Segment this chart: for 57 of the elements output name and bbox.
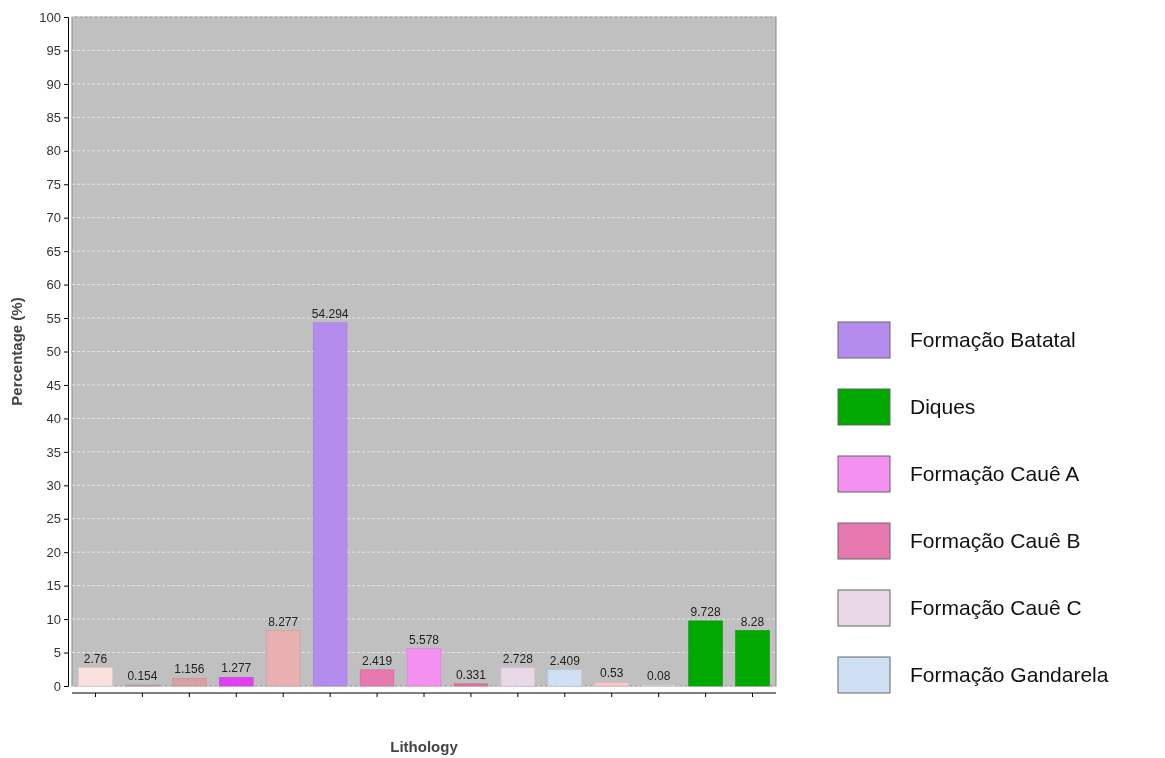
y-tick-label: 30 — [46, 477, 61, 493]
y-tick-label: 45 — [46, 377, 61, 393]
bar — [547, 669, 582, 687]
data-label: 2.409 — [549, 653, 581, 668]
y-tick-label: 5 — [53, 645, 61, 661]
data-label: 54.294 — [311, 306, 349, 321]
y-tick-label: 80 — [46, 143, 61, 159]
bar — [594, 682, 629, 687]
bar — [735, 630, 770, 687]
y-tick-label: 95 — [46, 43, 61, 59]
bar — [219, 677, 254, 687]
y-tick-label: 60 — [46, 277, 61, 293]
bar — [266, 630, 301, 687]
data-label: 2.419 — [362, 653, 393, 668]
legend-label: Formação Cauê C — [910, 596, 1082, 619]
bar — [312, 322, 348, 687]
y-tick-label: 50 — [46, 344, 61, 360]
bar — [78, 667, 113, 687]
bar — [359, 669, 395, 687]
y-tick-label: 10 — [46, 611, 61, 627]
data-label: 1.277 — [221, 661, 252, 676]
y-tick-label: 25 — [46, 511, 61, 527]
y-tick-label: 15 — [46, 578, 61, 594]
legend-label: Diques — [910, 395, 976, 418]
data-label: 9.728 — [690, 604, 721, 619]
y-tick-label: 20 — [46, 544, 61, 560]
x-axis-title: Lithology — [390, 738, 459, 755]
bar — [453, 683, 489, 687]
data-label: 1.156 — [174, 662, 205, 677]
data-label: 8.277 — [268, 614, 299, 629]
data-label: 2.728 — [502, 651, 534, 666]
legend-label: Formação Cauê A — [910, 462, 1080, 485]
data-label: 5.578 — [408, 632, 440, 647]
y-tick-label: 75 — [46, 176, 61, 192]
legend-label: Formação Gandarela — [910, 663, 1109, 686]
y-tick-label: 70 — [46, 210, 61, 226]
y-tick-label: 35 — [46, 444, 61, 460]
data-label: 0.53 — [600, 666, 624, 681]
bar — [500, 667, 536, 687]
y-tick-label: 40 — [46, 411, 61, 427]
y-tick-label: 65 — [46, 243, 61, 259]
data-label: 0.154 — [127, 668, 158, 683]
legend-label: Formação Cauê B — [910, 529, 1081, 552]
legend-label: Formação Batatal — [910, 328, 1076, 351]
bar — [688, 620, 723, 687]
data-label: 2.76 — [83, 651, 108, 666]
bar — [406, 648, 442, 687]
y-axis-title: Percentage (%) — [8, 297, 25, 406]
data-label: 0.08 — [646, 669, 671, 684]
bar — [172, 677, 207, 687]
y-tick-label: 100 — [39, 9, 61, 25]
y-tick-label: 90 — [46, 76, 61, 92]
y-tick-label: 55 — [46, 310, 61, 326]
y-tick-label: 85 — [46, 110, 61, 126]
data-label: 0.331 — [455, 667, 487, 682]
y-tick-label: 0 — [53, 678, 61, 694]
data-label: 8.28 — [740, 614, 765, 629]
